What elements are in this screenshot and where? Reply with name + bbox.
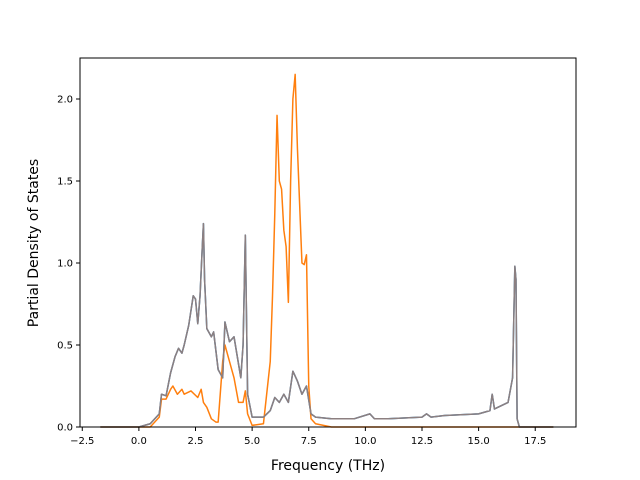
- x-tick-label: 2.5: [188, 436, 204, 447]
- x-tick-label: 0.0: [131, 436, 147, 447]
- y-tick-label: 1.5: [57, 177, 73, 188]
- y-tick-label: 0.0: [57, 423, 73, 434]
- series-line-3: [100, 222, 554, 428]
- y-axis-title: Partial Density of States: [26, 159, 42, 327]
- y-axis: 0.0 0.5 1.0 1.5 2.0: [57, 95, 80, 434]
- x-tick-label: 17.5: [524, 436, 546, 447]
- x-tick-label: 10.0: [354, 436, 376, 447]
- y-tick-label: 2.0: [57, 95, 73, 106]
- axes-frame: [79, 57, 577, 428]
- y-tick-label: 1.0: [57, 259, 73, 270]
- x-tick-label: 12.5: [411, 436, 433, 447]
- x-tick-label: 7.5: [301, 436, 317, 447]
- x-axis: −2.5 0.0 2.5 5.0 7.5 10.0 12.5 15.0 17.5: [70, 427, 546, 447]
- x-tick-label: 15.0: [467, 436, 489, 447]
- x-tick-label: −2.5: [70, 436, 94, 447]
- x-tick-label: 5.0: [244, 436, 260, 447]
- y-tick-label: 0.5: [57, 341, 73, 352]
- x-axis-title: Frequency (THz): [271, 458, 385, 474]
- series-layer: [100, 73, 554, 428]
